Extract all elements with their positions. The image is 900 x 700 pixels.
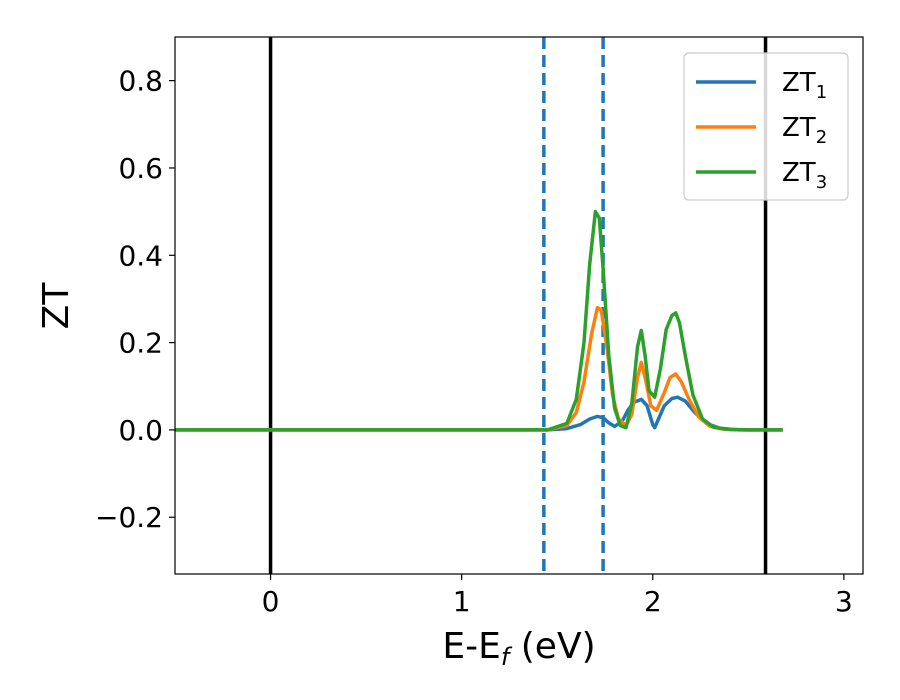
series-lines [175,209,783,432]
y-tick-label: 0.2 [118,327,163,360]
y-tick-label: −0.2 [95,501,163,534]
x-axis: 0 1 2 3 [262,574,853,618]
y-tick-label: 0.6 [118,152,163,185]
y-tick-label: 0.8 [118,65,163,98]
y-axis-title: ZT [36,282,77,330]
y-tick-label: 0.0 [118,414,163,447]
y-axis: −0.2 0.0 0.2 0.4 0.6 0.8 [95,65,175,534]
x-axis-title-main: E-E [442,626,500,667]
x-tick-label: 2 [644,585,662,618]
legend-label-zt2: ZT2 [782,113,827,148]
legend-box [683,52,849,201]
legend-label-zt3: ZT3 [782,158,827,193]
y-tick-label: 0.4 [118,239,163,272]
legend-label-zt1: ZT1 [782,68,827,103]
plot-frame [174,36,864,575]
legend: ZT1 ZT2 ZT3 [683,52,849,201]
series-line-zt2 [175,305,783,432]
x-axis-title: E-Ef (eV) [442,626,595,671]
x-tick-label: 0 [262,585,280,618]
x-axis-title-unit: (eV) [509,626,595,667]
x-tick-label: 1 [453,585,471,618]
x-tick-label: 3 [835,585,853,618]
series-line-zt3 [175,209,783,432]
series-line-zt1 [175,395,783,432]
